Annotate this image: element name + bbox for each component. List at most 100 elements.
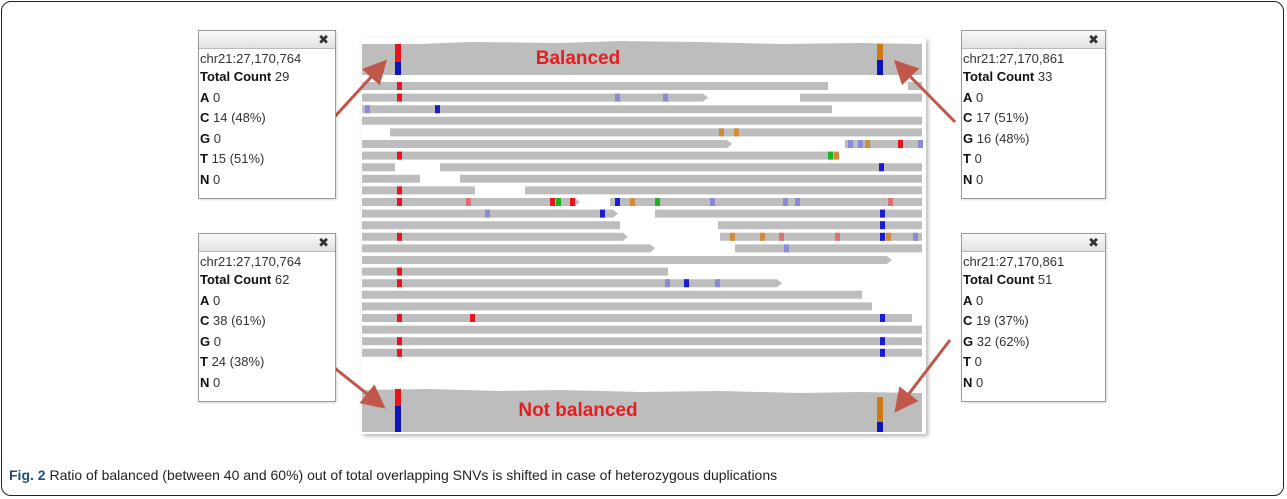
read [362, 244, 655, 252]
base-count: 0 [976, 172, 983, 187]
coverage-allele [877, 44, 883, 60]
base: G [963, 334, 973, 349]
mismatch [783, 198, 788, 206]
mismatch [880, 210, 885, 218]
mismatch [615, 198, 620, 206]
caption: Fig. 2 Ratio of balanced (between 40 and… [9, 467, 777, 483]
mismatch [880, 349, 885, 357]
mismatch [898, 140, 903, 148]
mismatch [795, 198, 800, 206]
not-balanced-label: Not balanced [518, 400, 637, 421]
read [362, 82, 828, 90]
base-count: 0 [214, 131, 221, 146]
mismatch [397, 233, 402, 241]
read [362, 221, 620, 229]
popup-header: ✖ [199, 31, 335, 49]
mismatch [879, 163, 884, 171]
read [362, 94, 708, 102]
mismatch [719, 128, 724, 136]
base: C [200, 110, 209, 125]
base-count: 0 [976, 293, 983, 308]
base-row: N 0 [963, 170, 1104, 191]
close-button[interactable]: ✖ [318, 235, 329, 250]
base: N [963, 375, 972, 390]
mismatch [828, 152, 833, 160]
locus: chr21:27,170,861 [963, 51, 1104, 67]
base: N [963, 172, 972, 187]
popup-header: ✖ [199, 234, 335, 252]
mismatch [485, 210, 490, 218]
popup: ✖ chr21:27,170,861 Total Count 33 A 0C 17 (… [961, 30, 1106, 199]
caption-text: Ratio of balanced (between 40 and 60%) o… [49, 467, 777, 483]
base: A [963, 293, 972, 308]
base: A [200, 90, 209, 105]
total-value: 51 [1038, 272, 1052, 287]
popup: ✖chr21:27,170,764Total Count 29A 0C 14 (… [198, 30, 336, 199]
base-row: T 24 (38%) [200, 352, 334, 373]
mismatch [888, 198, 893, 206]
base-count: 14 (48%) [213, 110, 266, 125]
mismatch [397, 152, 402, 160]
read [460, 175, 922, 183]
mismatch [880, 337, 885, 345]
mismatch [858, 140, 863, 148]
coverage-allele [877, 60, 883, 75]
mismatch [397, 349, 402, 357]
read [362, 105, 832, 113]
mismatch [397, 186, 402, 194]
mismatch [615, 94, 620, 102]
mismatch [886, 233, 891, 241]
mismatch [630, 198, 635, 206]
mismatch [710, 198, 715, 206]
read [362, 175, 420, 183]
read [735, 244, 922, 252]
read [362, 291, 862, 299]
close-button[interactable]: ✖ [1088, 32, 1099, 47]
base: G [200, 334, 210, 349]
base-row: N 0 [963, 373, 1104, 394]
read [362, 140, 732, 148]
mismatch [880, 221, 885, 229]
read [800, 94, 922, 102]
total-label: Total Count [963, 69, 1034, 84]
mismatch [734, 128, 739, 136]
read [362, 268, 668, 276]
read [440, 163, 922, 171]
total-value: 62 [275, 272, 289, 287]
mismatch [397, 279, 402, 287]
close-button[interactable]: ✖ [1088, 235, 1099, 250]
base-row: T 0 [963, 352, 1104, 373]
base-count: 38 (61%) [213, 313, 266, 328]
total-row: Total Count 51 [963, 270, 1104, 291]
mismatch [913, 233, 918, 241]
total-value: 29 [275, 69, 289, 84]
base-row: T 0 [963, 149, 1104, 170]
base: A [200, 293, 209, 308]
base-row: A 0 [963, 88, 1104, 109]
mismatch [655, 198, 660, 206]
base-count: 24 (38%) [212, 354, 265, 369]
base-row: C 17 (51%) [963, 108, 1104, 129]
mismatch [684, 279, 689, 287]
read [718, 221, 922, 229]
locus: chr21:27,170,861 [963, 254, 1104, 270]
mismatch [848, 140, 853, 148]
mismatch [715, 279, 720, 287]
balanced-label: Balanced [536, 48, 620, 69]
base-count: 0 [976, 90, 983, 105]
total-value: 33 [1038, 69, 1052, 84]
popup-body: chr21:27,170,764Total Count 62A 0C 38 (6… [199, 252, 335, 401]
total-label: Total Count [200, 69, 271, 84]
mismatch [397, 337, 402, 345]
base-count: 0 [213, 375, 220, 390]
mismatch [779, 233, 784, 241]
read [845, 140, 922, 148]
read [362, 117, 922, 125]
base: G [963, 131, 973, 146]
mismatch [397, 94, 402, 102]
close-button[interactable]: ✖ [318, 32, 329, 47]
mismatch [397, 198, 402, 206]
mismatch [435, 105, 440, 113]
coverage-allele [877, 422, 883, 432]
